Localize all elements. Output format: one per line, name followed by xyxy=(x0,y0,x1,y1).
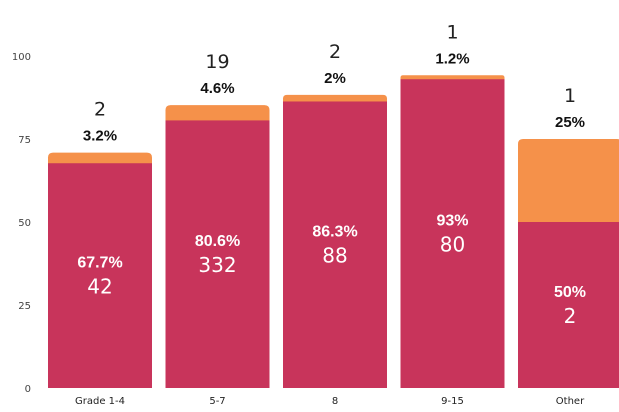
bar-count-label: 332 xyxy=(198,253,236,277)
bar-top-count-label: 2 xyxy=(329,41,341,63)
y-tick-label: 75 xyxy=(18,135,31,146)
bar-segment-lower xyxy=(165,120,270,389)
x-tick-label: Other xyxy=(556,396,585,407)
bar-top-percent-label: 3.2% xyxy=(83,128,117,145)
bar-top-count-label: 1 xyxy=(446,21,458,43)
bar-count-label: 2 xyxy=(564,304,577,328)
bar-count-label: 88 xyxy=(322,244,347,268)
bar-top-count-label: 1 xyxy=(564,85,576,107)
x-tick-label: Grade 1-4 xyxy=(75,396,125,407)
bar-segment-upper xyxy=(48,152,152,165)
bar-percent-label: 50% xyxy=(554,284,586,301)
bar-segment-lower xyxy=(48,163,152,388)
y-tick-label: 50 xyxy=(18,218,31,229)
bar-segment-upper xyxy=(400,75,505,81)
y-tick-label: 0 xyxy=(25,384,31,395)
bar-percent-label: 86.3% xyxy=(312,224,357,241)
bar-percent-label: 93% xyxy=(436,213,468,230)
bar-count-label: 80 xyxy=(440,233,465,257)
bar-percent-label: 67.7% xyxy=(77,255,122,272)
bar-segment-upper xyxy=(518,139,619,223)
bar-top-percent-label: 4.6% xyxy=(200,80,234,97)
bar-segment-lower xyxy=(283,101,387,388)
bar-segment-lower xyxy=(518,222,619,388)
bar-segment-upper xyxy=(283,94,387,103)
y-tick-label: 25 xyxy=(18,301,31,312)
bar-segment-lower xyxy=(400,79,505,389)
bar-top-percent-label: 25% xyxy=(555,114,585,131)
bar-top-percent-label: 1.2% xyxy=(435,50,469,67)
bar-percent-label: 80.6% xyxy=(195,233,240,250)
bar-top-count-label: 2 xyxy=(94,99,106,121)
x-tick-label: 8 xyxy=(332,396,338,407)
bar-count-label: 42 xyxy=(87,275,112,299)
bar-top-count-label: 19 xyxy=(205,51,229,73)
x-tick-label: 5-7 xyxy=(209,396,225,407)
y-tick-label: 100 xyxy=(12,52,31,63)
x-tick-label: 9-15 xyxy=(441,396,464,407)
bar-segment-upper xyxy=(165,105,270,122)
bar-top-percent-label: 2% xyxy=(324,70,346,87)
